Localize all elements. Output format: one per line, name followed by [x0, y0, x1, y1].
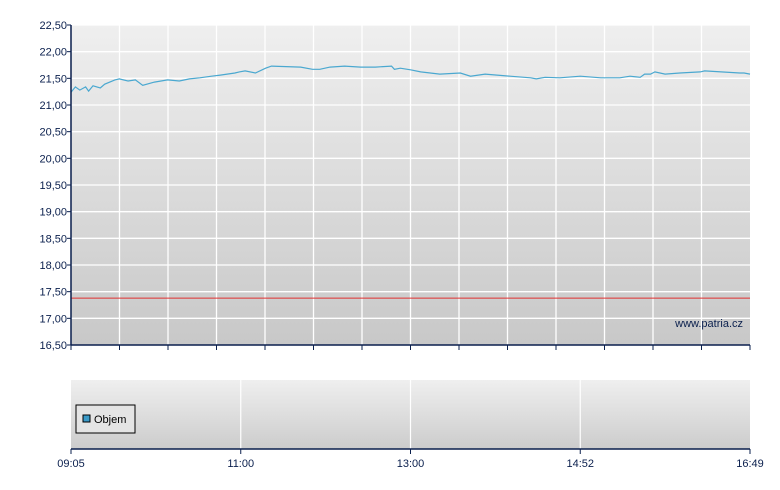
watermark: www.patria.cz: [674, 318, 743, 330]
volume-x-tick-label: 09:05: [57, 458, 85, 470]
y-tick-label: 17,50: [39, 287, 67, 299]
y-tick-label: 22,00: [39, 47, 67, 59]
volume-legend: Objem: [75, 404, 136, 434]
y-tick-label: 21,50: [39, 73, 67, 85]
legend-swatch-objem: [82, 414, 91, 423]
y-tick-label: 18,50: [39, 233, 67, 245]
price-line: [70, 65, 751, 93]
y-tick-label: 20,00: [39, 153, 67, 165]
volume-x-tick-label: 14:52: [566, 458, 594, 470]
y-tick-label: 16,50: [39, 340, 67, 352]
y-tick-label: 17,00: [39, 313, 67, 325]
volume-x-tick-label: 11:00: [227, 458, 254, 470]
volume-x-tick-label: 13:00: [397, 458, 425, 470]
y-tick-label: 21,00: [39, 100, 67, 112]
y-tick-label: 18,00: [39, 260, 67, 272]
legend-label-objem: Objem: [94, 414, 126, 426]
y-tick-label: 19,50: [39, 180, 67, 192]
y-tick-label: 20,50: [39, 127, 67, 139]
volume-x-tick-label: 16:49: [736, 458, 764, 470]
y-tick-label: 19,00: [39, 207, 67, 219]
y-tick-label: 22,50: [39, 20, 67, 32]
